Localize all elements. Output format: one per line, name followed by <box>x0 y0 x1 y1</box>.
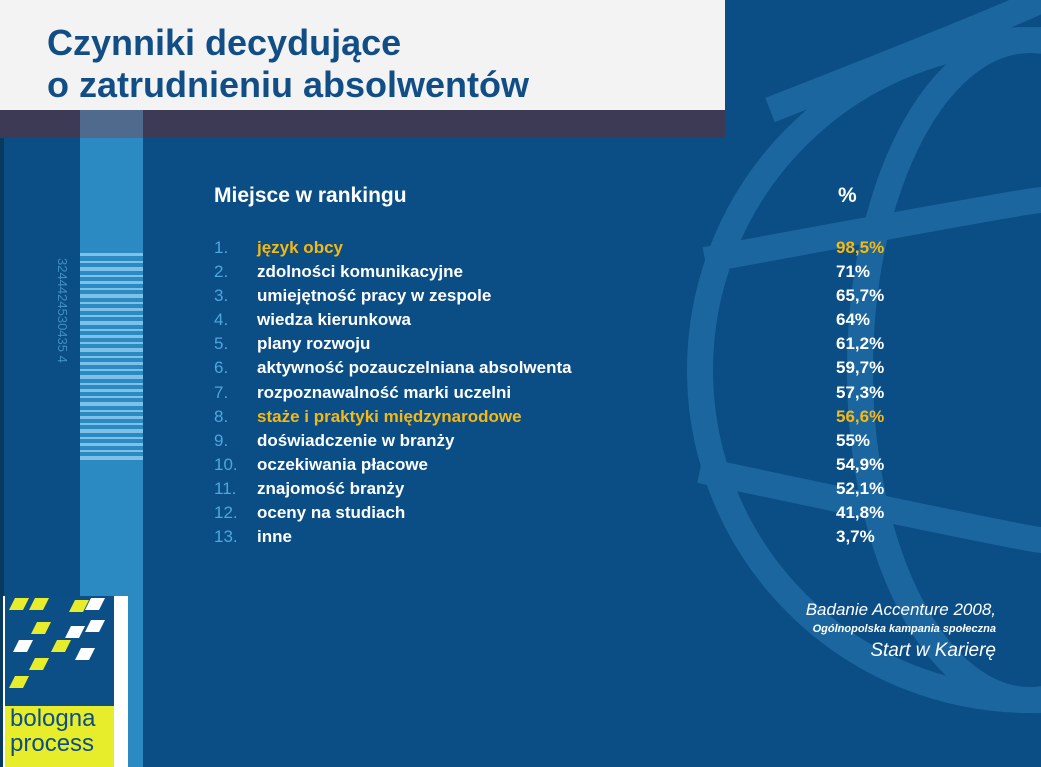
ranking-label: oceny na studiach <box>257 503 406 523</box>
title-line-1: Czynniki decydujące <box>47 22 402 63</box>
logo-line-1: bologna <box>10 705 96 732</box>
barcode-number: 3244424530435 4 <box>55 258 70 363</box>
ranking-percent: 3,7% <box>836 527 875 547</box>
ranking-number: 6. <box>214 358 229 378</box>
ranking-number: 4. <box>214 310 229 330</box>
table-header-percent: % <box>838 184 857 207</box>
ranking-row: 7. rozpoznawalność marki uczelni 57,3% <box>214 381 914 405</box>
ranking-row: 6. aktywność pozauczelniana absolwenta 59,… <box>214 356 914 380</box>
ranking-row: 8. staże i praktyki międzynarodowe 56,6% <box>214 405 914 429</box>
ranking-number: 2. <box>214 262 229 282</box>
ranking-percent: 41,8% <box>836 503 885 523</box>
ranking-number: 9. <box>214 430 229 450</box>
ranking-label: język obcy <box>257 238 343 257</box>
table-header-label: Miejsce w rankingu <box>214 184 407 207</box>
ranking-label: wiedza kierunkowa <box>257 310 411 330</box>
ranking-list: 1. język obcy 98,5% 2. zdolności komunikacyj… <box>214 236 914 549</box>
source-line-2: Ogólnopolska kampania społeczna <box>812 623 996 635</box>
ranking-row: 5. plany rozwoju 61,2% <box>214 332 914 356</box>
ranking-number: 1. <box>214 238 229 257</box>
barcode-digits: 3244424530435 4 <box>55 258 70 363</box>
ranking-number: 5. <box>214 334 229 354</box>
ranking-number: 10. <box>214 454 238 474</box>
ranking-percent: 71% <box>836 262 871 282</box>
page-title: Czynniki decydujące o zatrudnieniu absol… <box>47 22 529 106</box>
ranking-percent: 54,9% <box>836 454 885 474</box>
ranking-number: 8. <box>214 406 229 426</box>
ranking-row: 10. oczekiwania płacowe 54,9% <box>214 453 914 477</box>
ranking-row: 2. zdolności komunikacyjne 71% <box>214 260 914 284</box>
source-citation: Badanie Accenture 2008, Ogólnopolska kam… <box>806 600 996 664</box>
ranking-percent: 61,2% <box>836 334 885 354</box>
ranking-percent: 57,3% <box>836 382 885 402</box>
ranking-number: 11. <box>214 478 237 498</box>
ranking-percent: 52,1% <box>836 478 885 498</box>
ranking-label: inne <box>257 527 292 547</box>
ranking-label: zdolności komunikacyjne <box>257 262 463 282</box>
title-box: Czynniki decydujące o zatrudnieniu absol… <box>0 0 725 110</box>
ranking-row: 13. inne 3,7% <box>214 525 914 549</box>
ranking-label: doświadczenie w branży <box>257 430 455 450</box>
ranking-percent: 65,7% <box>836 286 885 306</box>
ranking-percent: 55% <box>836 430 871 450</box>
ranking-label: plany rozwoju <box>257 334 371 354</box>
ranking-label: aktywność pozauczelniana absolwenta <box>257 358 572 378</box>
ranking-label: znajomość branży <box>257 478 405 498</box>
ranking-row: 3. umiejętność pracy w zespole 65,7% <box>214 284 914 308</box>
logo-line-2: process <box>10 730 95 757</box>
ranking-number: 7. <box>214 382 229 402</box>
stripe-junction <box>80 110 143 138</box>
left-edge-shadow <box>0 0 4 767</box>
ranking-row: 1. język obcy 98,5% <box>214 236 914 260</box>
ranking-percent: 59,7% <box>836 358 885 378</box>
ranking-percent: 64% <box>836 310 871 330</box>
source-line-1: Badanie Accenture 2008, <box>805 600 996 619</box>
logo-wordmark: bologna process <box>5 706 114 767</box>
ranking-row: 11. znajomość branży 52,1% <box>214 477 914 501</box>
ranking-label: umiejętność pracy w zespole <box>257 286 492 306</box>
ranking-number: 13. <box>214 527 238 547</box>
ranking-percent: 98,5% <box>836 238 885 257</box>
ranking-row: 4. wiedza kierunkowa 64% <box>214 308 914 332</box>
bologna-process-logo: bologna process <box>3 596 128 767</box>
ranking-label: rozpoznawalność marki uczelni <box>257 382 512 402</box>
ranking-label: staże i praktyki międzynarodowe <box>257 406 522 426</box>
title-line-2: o zatrudnieniu absolwentów <box>47 64 530 105</box>
source-line-3: Start w Karierę <box>870 640 996 661</box>
ranking-number: 3. <box>214 286 229 306</box>
ranking-percent: 56,6% <box>836 406 885 426</box>
barcode-graphic <box>80 253 143 460</box>
ranking-label: oczekiwania płacowe <box>257 454 429 474</box>
ranking-row: 12. oceny na studiach 41,8% <box>214 501 914 525</box>
ranking-number: 12. <box>214 503 238 523</box>
ranking-row: 9. doświadczenie w branży 55% <box>214 429 914 453</box>
logo-arrows-graphic <box>5 596 114 706</box>
